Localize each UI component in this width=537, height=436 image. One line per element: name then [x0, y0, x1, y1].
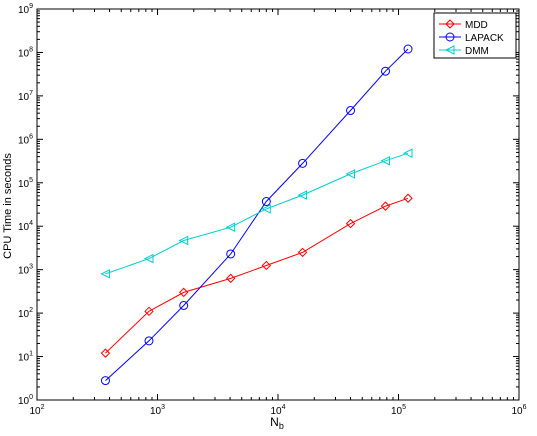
y-tick-label-base: 10: [18, 179, 30, 190]
y-tick-label-base: 10: [18, 48, 30, 59]
axis-ticks: 102 103 104 105 1061001011021031041051061071…: [18, 3, 527, 417]
x-tick-label-base: 10: [511, 406, 523, 417]
series-dmm: [100, 148, 413, 279]
data-point-lapack: [179, 300, 189, 310]
data-point-dmm: [261, 204, 271, 214]
data-point-dmm: [178, 235, 189, 246]
x-tick-label: 103: [150, 404, 165, 417]
x-tick-label-base: 10: [270, 406, 282, 417]
x-tick-label-base: 10: [150, 406, 162, 417]
x-axis-label-subscript: b: [279, 421, 284, 431]
data-point-mdd: [403, 193, 413, 203]
y-tick-label-exponent: 8: [29, 46, 33, 53]
y-tick-label: 104: [18, 220, 33, 233]
y-tick-label: 107: [18, 90, 33, 103]
legend: MDD LAPACK DMM: [433, 12, 517, 59]
x-tick-label-base: 10: [29, 406, 41, 417]
y-tick-label-exponent: 4: [29, 220, 33, 227]
series-lapack: [100, 44, 413, 386]
series-line-mdd: [105, 197, 409, 354]
y-tick-label-exponent: 6: [29, 133, 33, 140]
y-tick-label: 100: [18, 394, 33, 407]
y-axis-label: CPU Time in seconds: [2, 153, 14, 259]
x-tick-label-base: 10: [391, 406, 403, 417]
data-point-dmm: [380, 156, 390, 166]
data-point-mdd: [144, 306, 154, 317]
y-tick-label-base: 10: [18, 92, 30, 103]
x-tick-label: 104: [270, 404, 285, 417]
x-axis-label-main: N: [270, 415, 279, 429]
data-point-lapack: [298, 158, 308, 168]
y-tick-label-base: 10: [18, 266, 30, 277]
data-point-lapack: [144, 336, 154, 346]
y-tick-label: 105: [18, 177, 33, 190]
data-point-lapack: [403, 44, 413, 54]
data-point-dmm: [143, 253, 154, 264]
data-point-mdd: [225, 273, 236, 284]
y-tick-label-exponent: 0: [29, 394, 33, 401]
data-series: [100, 44, 413, 386]
y-tick-label: 108: [18, 46, 33, 59]
x-tick-label: 106: [511, 404, 526, 417]
y-tick-label-exponent: 3: [29, 264, 33, 271]
series-line-dmm: [105, 152, 409, 275]
x-axis-label: Nb: [270, 415, 284, 431]
y-tick-label: 101: [18, 351, 33, 364]
y-tick-label-exponent: 9: [29, 3, 33, 10]
x-tick-label-exponent: 2: [41, 404, 45, 411]
x-tick-label: 105: [391, 404, 406, 417]
y-tick-label-base: 10: [18, 396, 30, 407]
legend-label-dmm: DMM: [465, 46, 489, 57]
y-tick-label-base: 10: [18, 222, 30, 233]
x-tick-label: 102: [29, 404, 44, 417]
legend-marker-lapack: [445, 32, 455, 42]
legend-marker-mdd: [445, 19, 455, 29]
data-point-dmm: [297, 190, 308, 200]
data-point-lapack: [346, 106, 356, 116]
y-tick-label-exponent: 5: [29, 177, 33, 184]
legend-label-lapack: LAPACK: [465, 33, 504, 44]
series-mdd: [100, 193, 413, 358]
series-line-lapack: [105, 48, 409, 381]
data-point-mdd: [100, 348, 111, 358]
data-point-dmm: [100, 269, 110, 279]
legend-marker-dmm: [444, 45, 455, 55]
data-point-mdd: [380, 201, 391, 211]
data-point-lapack: [100, 376, 110, 386]
y-tick-label-base: 10: [18, 353, 30, 364]
data-point-mdd: [297, 247, 308, 258]
y-tick-label-base: 10: [18, 309, 30, 320]
data-point-dmm: [402, 148, 413, 158]
y-tick-label: 103: [18, 264, 33, 277]
data-point-mdd: [345, 218, 356, 229]
y-tick-label: 109: [18, 3, 33, 16]
y-tick-label-exponent: 1: [29, 351, 33, 358]
x-tick-label-exponent: 3: [161, 404, 165, 411]
y-tick-label-exponent: 2: [29, 307, 33, 314]
data-point-dmm: [225, 222, 236, 232]
y-tick-label-base: 10: [18, 135, 30, 146]
x-tick-label-exponent: 6: [523, 404, 527, 411]
x-tick-label-exponent: 4: [282, 404, 286, 411]
x-tick-label-exponent: 5: [402, 404, 406, 411]
y-tick-label: 106: [18, 133, 33, 146]
y-tick-label-exponent: 7: [29, 90, 33, 97]
data-point-mdd: [261, 260, 272, 271]
data-point-lapack: [380, 66, 390, 76]
data-point-lapack: [226, 249, 236, 259]
y-tick-label: 102: [18, 307, 33, 320]
data-point-dmm: [345, 169, 356, 179]
legend-label-mdd: MDD: [465, 20, 488, 31]
data-point-lapack: [261, 197, 271, 207]
y-tick-label-base: 10: [18, 5, 30, 16]
data-point-mdd: [178, 287, 189, 298]
